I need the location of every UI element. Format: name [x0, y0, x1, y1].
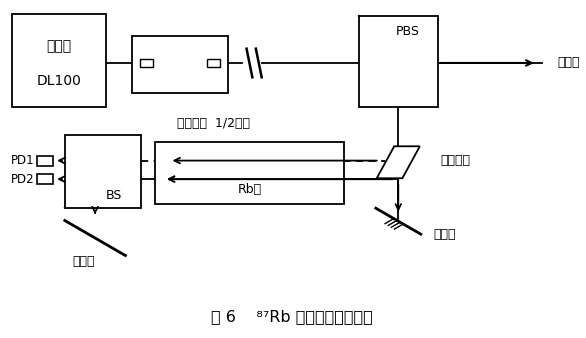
FancyBboxPatch shape [140, 59, 153, 67]
Text: DL100: DL100 [36, 74, 81, 88]
Text: 主光路: 主光路 [557, 56, 580, 70]
Text: PD2: PD2 [11, 173, 34, 186]
FancyBboxPatch shape [65, 135, 141, 208]
Polygon shape [377, 146, 420, 178]
FancyBboxPatch shape [207, 59, 220, 67]
FancyBboxPatch shape [37, 174, 53, 184]
FancyBboxPatch shape [37, 155, 53, 166]
Text: 反射镜: 反射镜 [72, 255, 95, 268]
FancyBboxPatch shape [359, 16, 438, 107]
FancyBboxPatch shape [12, 14, 105, 107]
Text: 图 6    ⁸⁷Rb 饱和吸收稳频实验: 图 6 ⁸⁷Rb 饱和吸收稳频实验 [211, 310, 373, 324]
Text: BS: BS [106, 189, 122, 202]
Text: PD1: PD1 [11, 154, 34, 167]
Text: 反射镜: 反射镜 [433, 228, 456, 241]
FancyBboxPatch shape [155, 142, 345, 204]
Text: 激光器: 激光器 [46, 40, 71, 53]
Text: Rb泡: Rb泡 [238, 183, 262, 196]
FancyBboxPatch shape [132, 36, 228, 93]
Text: 光隔离器  1/2波片: 光隔离器 1/2波片 [177, 117, 250, 130]
Text: PBS: PBS [396, 25, 420, 38]
Text: 厚玻璃片: 厚玻璃片 [441, 154, 471, 167]
